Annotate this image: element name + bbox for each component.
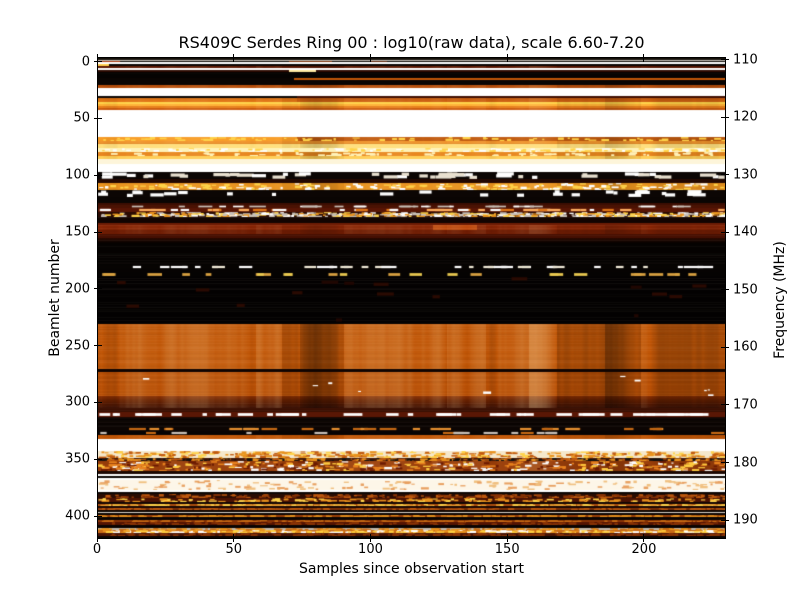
- freq-tick-mark: [721, 462, 729, 463]
- x-tick-mark-bottom: [643, 534, 645, 542]
- beamlet-tick-mark: [94, 345, 102, 347]
- x-tick-mark-top: [369, 54, 371, 62]
- freq-tick-mark: [721, 174, 729, 176]
- x-tick-label: 50: [225, 542, 243, 557]
- chart-title: RS409C Serdes Ring 00 : log10(raw data),…: [178, 33, 645, 52]
- y-axis-label-right: Frequency (MHz): [772, 241, 788, 359]
- x-tick-mark-bottom: [506, 534, 508, 542]
- x-tick-label: 0: [92, 542, 102, 557]
- x-tick-mark-bottom: [233, 534, 235, 542]
- beamlet-tick-label: 100: [65, 167, 90, 183]
- freq-tick-label: 140: [733, 224, 758, 240]
- freq-tick-label: 160: [733, 339, 758, 355]
- beamlet-tick-mark: [94, 231, 102, 233]
- beamlet-tick-mark: [94, 288, 102, 290]
- x-tick-mark-top: [643, 54, 645, 62]
- freq-tick-label: 110: [733, 52, 758, 68]
- beamlet-tick-label: 350: [65, 451, 90, 467]
- x-tick-mark-bottom: [96, 534, 98, 542]
- beamlet-tick-label: 300: [65, 394, 90, 410]
- freq-tick-mark: [721, 289, 729, 291]
- beamlet-tick-label: 150: [65, 224, 90, 240]
- beamlet-tick-mark: [94, 458, 102, 460]
- beamlet-tick-label: 250: [65, 338, 90, 354]
- freq-tick-mark: [721, 346, 729, 348]
- freq-tick-label: 120: [733, 109, 758, 125]
- heatmap-plot-area: [97, 57, 726, 539]
- x-tick-mark-bottom: [369, 534, 371, 542]
- beamlet-tick-mark: [94, 174, 102, 176]
- x-tick-label: 150: [494, 542, 520, 557]
- freq-tick-mark: [721, 519, 729, 521]
- freq-tick-label: 150: [733, 282, 758, 298]
- freq-tick-mark: [721, 231, 729, 233]
- freq-tick-label: 170: [733, 397, 758, 413]
- x-tick-mark-top: [506, 54, 508, 62]
- beamlet-tick-label: 200: [65, 281, 90, 297]
- heatmap-canvas: [98, 58, 725, 538]
- x-tick-mark-top: [233, 54, 235, 62]
- x-tick-mark-top: [96, 54, 98, 62]
- beamlet-tick-label: 0: [81, 54, 90, 70]
- freq-tick-mark: [721, 59, 729, 61]
- freq-tick-label: 190: [733, 512, 758, 528]
- beamlet-tick-label: 400: [65, 508, 90, 524]
- freq-tick-mark: [721, 404, 729, 406]
- beamlet-tick-mark: [94, 401, 102, 403]
- x-tick-label: 100: [358, 542, 383, 557]
- freq-tick-mark: [721, 116, 729, 118]
- x-tick-label: 200: [631, 542, 657, 557]
- freq-tick-label: 130: [733, 167, 758, 183]
- beamlet-tick-mark: [94, 61, 102, 63]
- beamlet-tick-mark: [94, 117, 102, 119]
- beamlet-tick-label: 50: [73, 110, 90, 126]
- x-axis-label: Samples since observation start: [299, 561, 524, 577]
- beamlet-tick-mark: [94, 515, 102, 517]
- y-axis-label-left: Beamlet number: [47, 239, 63, 357]
- freq-tick-label: 180: [733, 455, 758, 470]
